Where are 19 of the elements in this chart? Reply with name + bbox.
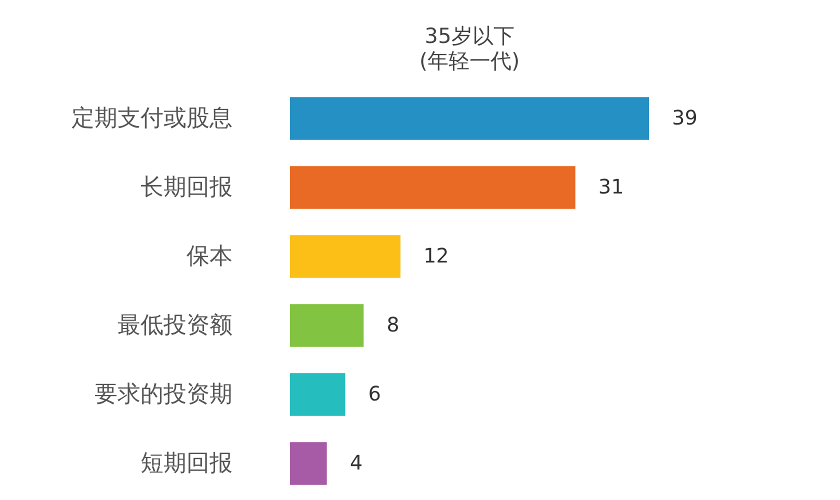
bar	[290, 442, 327, 485]
data-label: 12	[423, 244, 449, 268]
y-tick-label: 要求的投资期	[94, 382, 232, 408]
data-label: 6	[368, 382, 381, 406]
bar	[290, 166, 576, 209]
y-tick-label: 短期回报	[140, 450, 232, 476]
bar	[290, 304, 364, 347]
data-label: 4	[350, 450, 363, 474]
data-label: 31	[598, 174, 624, 198]
y-tick-label: 长期回报	[140, 174, 232, 200]
bar	[290, 235, 400, 278]
y-tick-label: 定期支付或股息	[72, 106, 232, 132]
chart-title: 35岁以下 (年轻一代)	[419, 24, 520, 73]
bar	[290, 373, 346, 416]
bar	[290, 97, 649, 140]
y-tick-label: 保本	[186, 244, 232, 270]
y-tick-label: 最低投资额	[118, 312, 232, 338]
data-label: 39	[672, 106, 698, 130]
data-label: 8	[386, 312, 400, 336]
